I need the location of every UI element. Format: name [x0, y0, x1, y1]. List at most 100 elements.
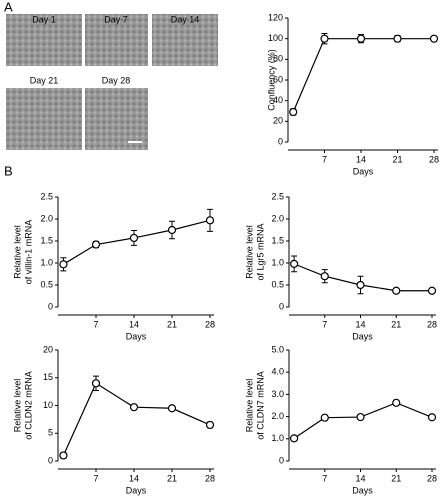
y-tick-label: 0.5: [40, 279, 53, 289]
data-point: [429, 34, 439, 43]
y-tick-label: 60: [273, 74, 283, 84]
y-tick-label: 20: [43, 344, 53, 354]
x-tick-label: 28: [429, 154, 439, 164]
y-tick-label: 5: [48, 428, 53, 438]
y-tick-label: 10: [43, 400, 53, 410]
data-point: [356, 412, 365, 422]
x-tick-label: 14: [355, 473, 365, 483]
data-point: [356, 280, 365, 290]
x-tick-label: 21: [167, 473, 177, 483]
x-axis-label: Days: [353, 166, 374, 176]
y-tick-label: 1.5: [271, 235, 284, 245]
y-tick-label: 0: [278, 136, 283, 146]
y-tick-label: 120: [268, 12, 283, 22]
y-tick-label: 100: [268, 33, 283, 43]
y-axis-label: Relative level: [244, 379, 254, 433]
data-line: [292, 38, 434, 113]
panel-label: B: [4, 163, 13, 178]
y-tick-label: 0: [48, 301, 53, 311]
data-point: [91, 379, 101, 388]
y-tick-label: 1.0: [40, 257, 53, 267]
y-tick-label: 0: [279, 455, 284, 465]
data-point: [320, 34, 329, 43]
data-point: [427, 286, 437, 295]
x-tick-label: 28: [427, 319, 437, 329]
data-point: [393, 34, 402, 43]
micrograph: [85, 88, 148, 150]
x-tick-label: 7: [322, 319, 327, 329]
x-tick-label: 21: [392, 154, 402, 164]
y-tick-label: 2.0: [40, 213, 53, 223]
x-tick-label: 14: [356, 154, 366, 164]
scale-bar: [128, 141, 142, 143]
micrographs: Day 1 Day 7 Day 14 Day 21 Day 28: [6, 14, 218, 150]
data-point: [290, 259, 299, 268]
y-tick-label: 2.5: [271, 191, 284, 201]
micrograph: [85, 14, 148, 66]
x-tick-label: 7: [93, 473, 98, 483]
y-tick-label: 2.0: [271, 411, 284, 421]
data-point: [91, 240, 101, 249]
x-axis-label: Days: [352, 331, 373, 341]
x-axis-label: Days: [352, 485, 373, 495]
y-tick-label: 0.5: [271, 279, 284, 289]
x-axis-label: Days: [126, 485, 147, 495]
y-axis-label: Relative level: [12, 225, 22, 279]
y-tick-label: 40: [273, 95, 283, 105]
x-tick-label: 14: [355, 319, 365, 329]
y-tick-label: 2.5: [40, 191, 53, 201]
y-tick-label: 4.0: [271, 367, 284, 377]
y-axis-label: Relative level: [244, 225, 254, 279]
x-tick-label: 7: [93, 319, 98, 329]
y-tick-label: 0: [48, 455, 53, 465]
y-tick-label: 1.0: [271, 257, 284, 267]
y-tick-label: 2.0: [271, 213, 284, 223]
data-point: [289, 107, 298, 117]
data-point: [167, 225, 177, 235]
y-tick-label: 20: [273, 116, 283, 126]
y-tick-label: 1.0: [271, 433, 284, 443]
x-axis-label: Days: [126, 331, 147, 341]
y-axis-label: of Lgr5 mRNA: [255, 223, 265, 280]
x-tick-label: 28: [205, 319, 215, 329]
y-axis-label: Relative level: [12, 379, 22, 433]
y-tick-label: 80: [273, 54, 283, 64]
micrograph: [6, 88, 82, 150]
data-point: [167, 404, 177, 413]
y-axis-label: of CLDN2 mRNA: [23, 371, 33, 440]
data-point: [205, 216, 215, 225]
data-point: [129, 403, 139, 412]
y-axis-label: of CLDN7 mRNA: [255, 371, 265, 440]
x-tick-label: 14: [129, 473, 139, 483]
y-axis-label: Confluency (%): [266, 49, 276, 111]
data-point: [427, 413, 437, 422]
data-point: [129, 233, 139, 243]
data-point: [205, 420, 215, 430]
y-tick-label: 1.5: [40, 235, 53, 245]
data-point: [290, 434, 299, 443]
data-point: [392, 286, 401, 295]
y-axis-label: of villin-1 mRNA: [23, 220, 33, 285]
x-tick-label: 28: [205, 473, 215, 483]
x-tick-label: 7: [322, 154, 327, 164]
data-point: [356, 34, 366, 43]
micrograph: [152, 14, 218, 66]
x-tick-label: 28: [427, 473, 437, 483]
image-label: Day 1: [32, 14, 56, 24]
data-line: [293, 402, 433, 439]
data-point: [59, 260, 68, 269]
y-tick-label: 3.0: [271, 389, 284, 399]
x-tick-label: 21: [391, 473, 401, 483]
x-tick-label: 21: [167, 319, 177, 329]
data-point: [59, 451, 68, 460]
x-tick-label: 14: [129, 319, 139, 329]
data-line: [63, 219, 211, 265]
data-point: [320, 413, 329, 422]
image-label: Day 7: [104, 14, 128, 24]
x-tick-label: 7: [322, 473, 327, 483]
micrograph: [6, 14, 82, 66]
data-line: [62, 382, 211, 456]
image-label: Day 21: [30, 75, 59, 85]
image-label: Day 14: [171, 14, 200, 24]
